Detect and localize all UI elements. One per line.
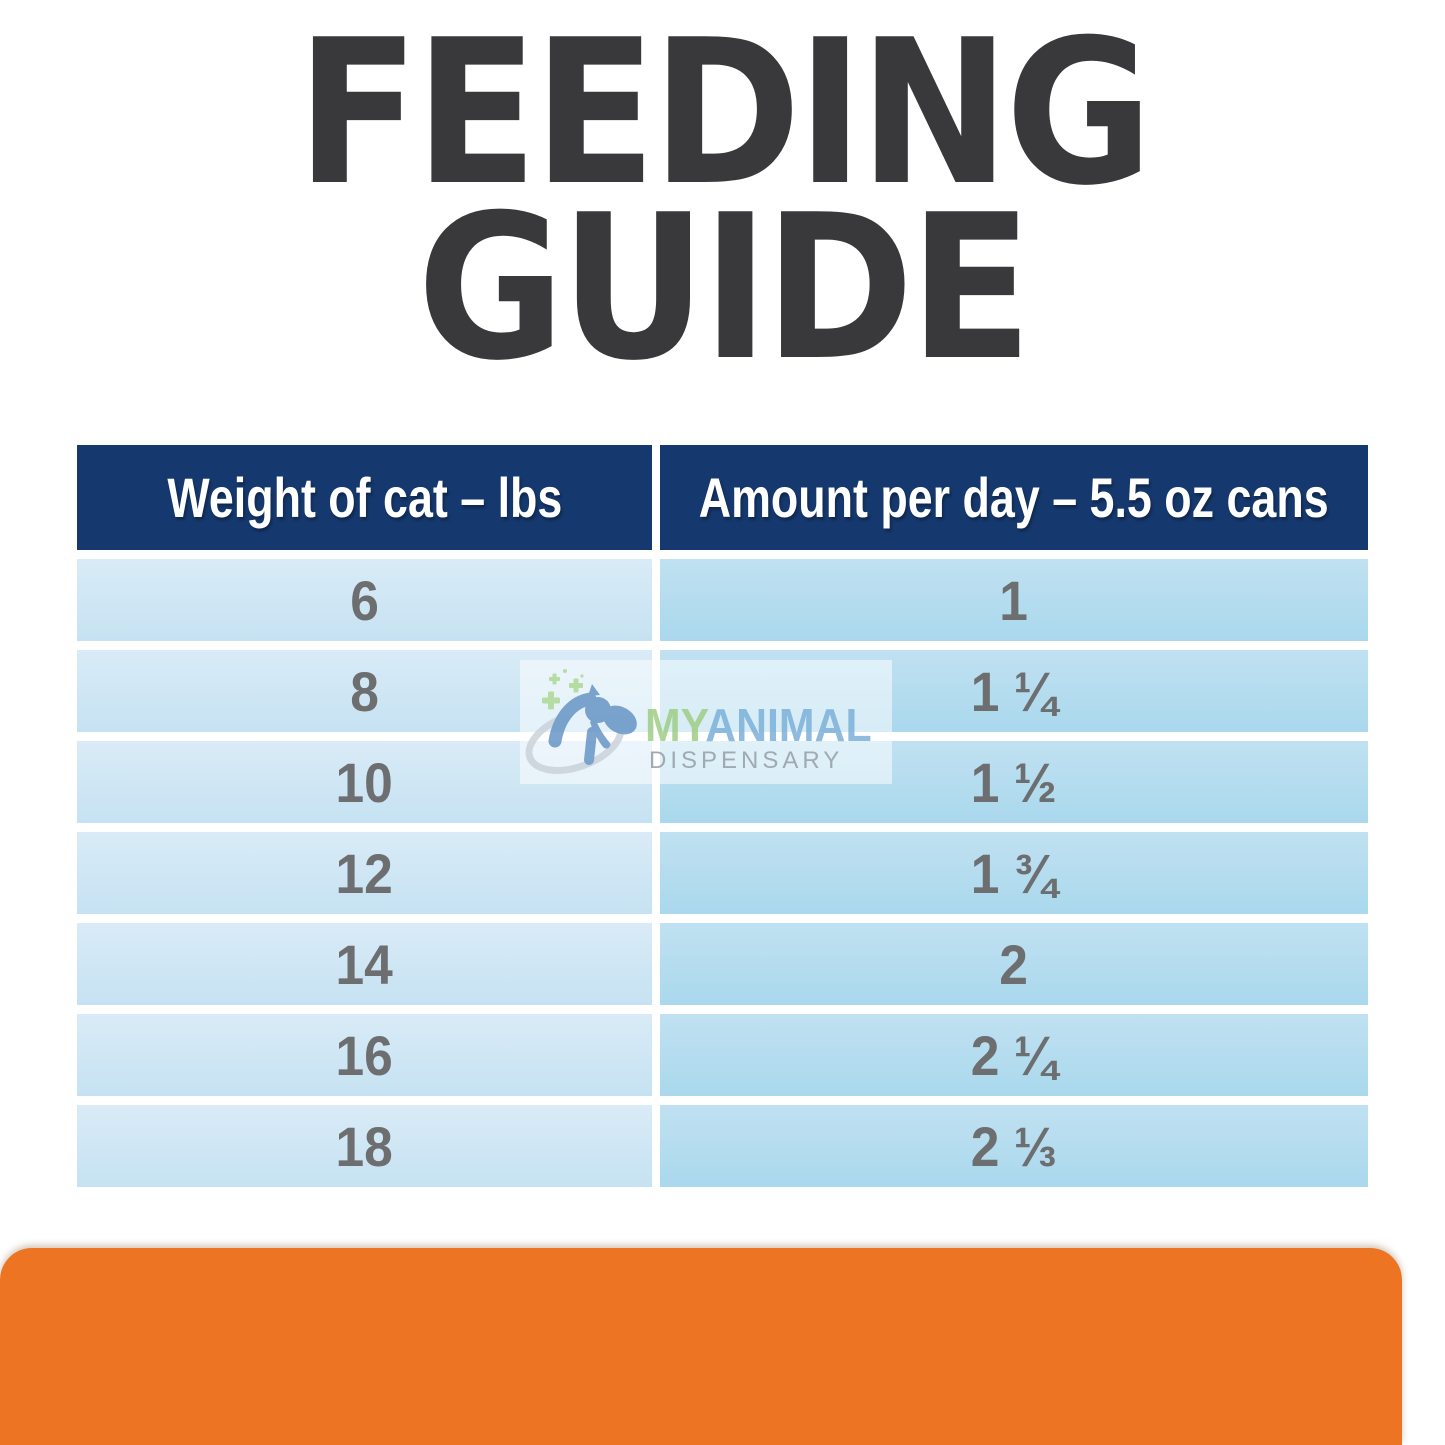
page-title-line-1: FEEDING <box>296 0 1153 230</box>
column-header-amount-label: Amount per day – 5.5 oz cans <box>699 466 1329 529</box>
watermark-brand-animal: ANIMAL <box>705 699 872 751</box>
feeding-table: Weight of cat – lbs Amount per day – 5.5… <box>77 445 1368 1187</box>
table-cell-weight: 6 <box>77 559 652 641</box>
amount-value: 1 ½ <box>971 750 1057 814</box>
table-cell-amount: 2 <box>660 923 1368 1005</box>
table-cell-amount: 1 <box>660 559 1368 641</box>
table-cell-weight: 12 <box>77 832 652 914</box>
page-title: FEEDING GUIDE <box>0 0 1445 405</box>
footer-accent-bar <box>0 1248 1402 1445</box>
watermark-brand-my: MY <box>645 699 706 751</box>
amount-value: 1 <box>999 568 1029 632</box>
column-header-weight: Weight of cat – lbs <box>77 445 652 550</box>
my-animal-dispensary-logo-icon <box>525 669 637 774</box>
table-cell-amount: 1 ¾ <box>660 832 1368 914</box>
amount-value: 2 ⅓ <box>971 1114 1057 1178</box>
amount-value: 1 ¼ <box>971 659 1057 723</box>
weight-value: 12 <box>335 841 394 905</box>
amount-value: 2 ¼ <box>971 1023 1057 1087</box>
page-title-line-2: GUIDE <box>417 172 1032 405</box>
weight-value: 14 <box>335 932 394 996</box>
amount-value: 2 <box>999 932 1029 996</box>
column-header-weight-label: Weight of cat – lbs <box>167 466 562 529</box>
column-header-amount: Amount per day – 5.5 oz cans <box>660 445 1368 550</box>
amount-value: 1 ¾ <box>971 841 1057 905</box>
table-cell-weight: 14 <box>77 923 652 1005</box>
watermark-brand-text: MYANIMAL <box>645 702 872 748</box>
table-cell-weight: 16 <box>77 1014 652 1096</box>
weight-value: 16 <box>335 1023 394 1087</box>
weight-value: 6 <box>350 568 379 632</box>
table-cell-amount: 2 ¼ <box>660 1014 1368 1096</box>
table-cell-weight: 18 <box>77 1105 652 1187</box>
weight-value: 8 <box>350 659 379 723</box>
watermark-subtitle: DISPENSARY <box>649 747 844 774</box>
weight-value: 18 <box>335 1114 394 1178</box>
weight-value: 10 <box>335 750 394 814</box>
table-cell-amount: 2 ⅓ <box>660 1105 1368 1187</box>
